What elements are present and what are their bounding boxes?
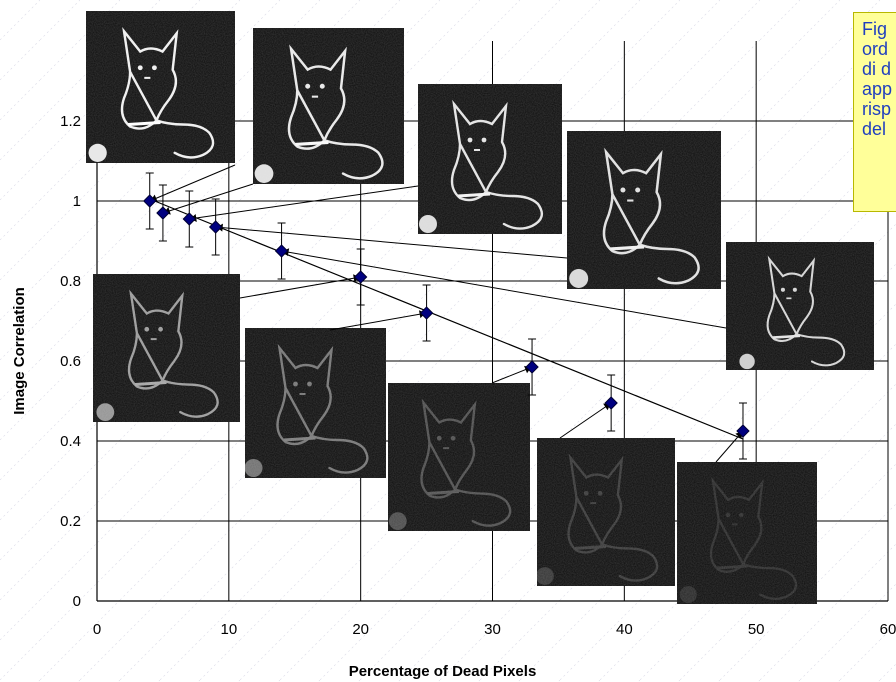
y-tick-label: 0 (73, 593, 81, 610)
cat-image-noise (418, 84, 562, 234)
cat-image-noise (388, 383, 530, 531)
cat-image-noise (537, 438, 675, 586)
connector-line (215, 226, 568, 259)
data-point (208, 220, 223, 234)
y-tick-label: 0.6 (60, 353, 81, 370)
cat-image-icon (726, 242, 874, 370)
connector-line (239, 276, 361, 299)
y-axis-title: Image Correlation (11, 287, 28, 415)
x-tick-label: 0 (93, 621, 101, 638)
cat-image-noise (726, 242, 874, 370)
cat-image-icon (253, 28, 404, 184)
cat-image-noise (253, 28, 404, 184)
connector-line (189, 185, 419, 220)
data-point (736, 424, 750, 438)
cat-image-noise (677, 462, 817, 604)
x-tick-label: 30 (484, 621, 501, 638)
note-line: app (862, 79, 893, 99)
connector-line (329, 312, 427, 331)
note-line: Fig (862, 19, 888, 39)
x-tick-label: 10 (220, 621, 237, 638)
note-line: ord (862, 39, 889, 59)
x-tick-label: 20 (352, 621, 369, 638)
data-point (525, 360, 539, 374)
cat-image-icon (677, 462, 817, 604)
connector-line (149, 164, 236, 202)
connector-line (281, 250, 727, 329)
y-tick-label: 0.4 (60, 433, 81, 450)
y-tick-label: 0.2 (60, 513, 81, 530)
note-line: risp (862, 99, 892, 119)
annotation-note: Fig ord di d app risp del (853, 12, 896, 212)
cat-image-noise (245, 328, 386, 478)
y-tick-label: 1.2 (60, 113, 81, 130)
trendline (149, 198, 744, 440)
data-point (604, 396, 618, 410)
cat-image-icon (388, 383, 530, 531)
cat-image-noise (567, 131, 721, 289)
data-point (353, 270, 368, 284)
connector-line (491, 366, 533, 384)
cat-image-icon (245, 328, 386, 478)
data-point (182, 212, 196, 226)
connector-line (559, 402, 612, 439)
x-tick-label: 60 (880, 621, 896, 638)
cat-image-icon (93, 274, 240, 422)
cat-image-icon (86, 11, 235, 163)
data-point (156, 206, 170, 220)
x-tick-label: 50 (748, 621, 765, 638)
data-point (419, 306, 434, 320)
cat-image-icon (418, 84, 562, 234)
note-line: del (862, 119, 887, 139)
note-line: di d (862, 59, 892, 79)
x-axis-title: Percentage of Dead Pixels (349, 663, 537, 680)
x-tick-label: 40 (616, 621, 633, 638)
cat-image-icon (537, 438, 675, 586)
cat-image-noise (86, 11, 235, 163)
data-point (143, 194, 157, 208)
connector-line (162, 183, 254, 214)
y-tick-label: 1 (73, 193, 81, 210)
y-tick-label: 0.8 (60, 273, 81, 290)
cat-image-icon (567, 131, 721, 289)
data-point (274, 244, 289, 258)
